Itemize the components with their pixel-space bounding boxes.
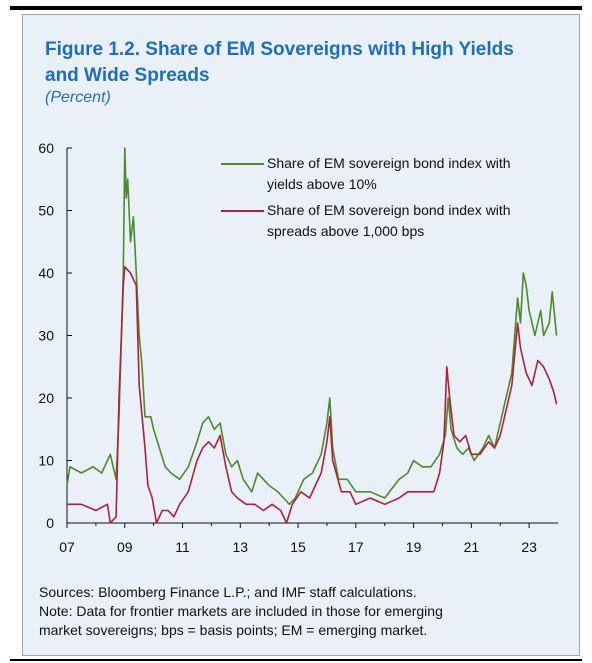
chart-title-line-1: Figure 1.2. Share of EM Sovereigns with … [45, 39, 514, 60]
y-tick-label: 50 [38, 203, 54, 219]
chart-subtitle: (Percent) [45, 89, 111, 106]
y-tick-label: 10 [38, 453, 54, 469]
x-tick-label: 09 [117, 539, 133, 555]
x-tick-label: 23 [521, 539, 537, 555]
source-notes: Sources: Bloomberg Finance L.P.; and IMF… [39, 583, 569, 640]
legend-label-spreads: Share of EM sovereign bond index with [267, 202, 511, 218]
x-tick-label: 13 [233, 539, 249, 555]
x-tick-label: 07 [59, 539, 75, 555]
chart-title-line-2: and Wide Spreads [45, 65, 210, 86]
x-tick-label: 11 [175, 539, 190, 555]
legend-label-yields: Share of EM sovereign bond index with [267, 155, 511, 171]
y-tick-label: 60 [38, 140, 54, 156]
x-tick-label: 19 [406, 539, 422, 555]
series-line-spreads [67, 266, 558, 524]
note-line-1: Note: Data for frontier markets are incl… [39, 603, 443, 619]
series-line-yields [66, 147, 558, 506]
y-tick-label: 20 [38, 390, 54, 406]
x-tick-label: 17 [348, 539, 364, 555]
x-tick-label: 15 [290, 539, 306, 555]
bottom-border [10, 659, 582, 661]
y-tick-label: 30 [38, 328, 54, 344]
sources-line: Sources: Bloomberg Finance L.P.; and IMF… [39, 584, 417, 600]
figure-panel: Figure 1.2. Share of EM Sovereigns with … [22, 14, 580, 656]
y-tick-label: 0 [46, 515, 54, 531]
legend-label-yields: yields above 10% [267, 176, 377, 192]
chart-title: Figure 1.2. Share of EM Sovereigns with … [45, 37, 565, 89]
x-tick-label: 21 [464, 539, 480, 555]
y-tick-label: 40 [38, 265, 54, 281]
legend-label-spreads: spreads above 1,000 bps [267, 223, 424, 239]
top-border [0, 0, 592, 12]
note-line-2: market sovereigns; bps = basis points; E… [39, 622, 428, 638]
